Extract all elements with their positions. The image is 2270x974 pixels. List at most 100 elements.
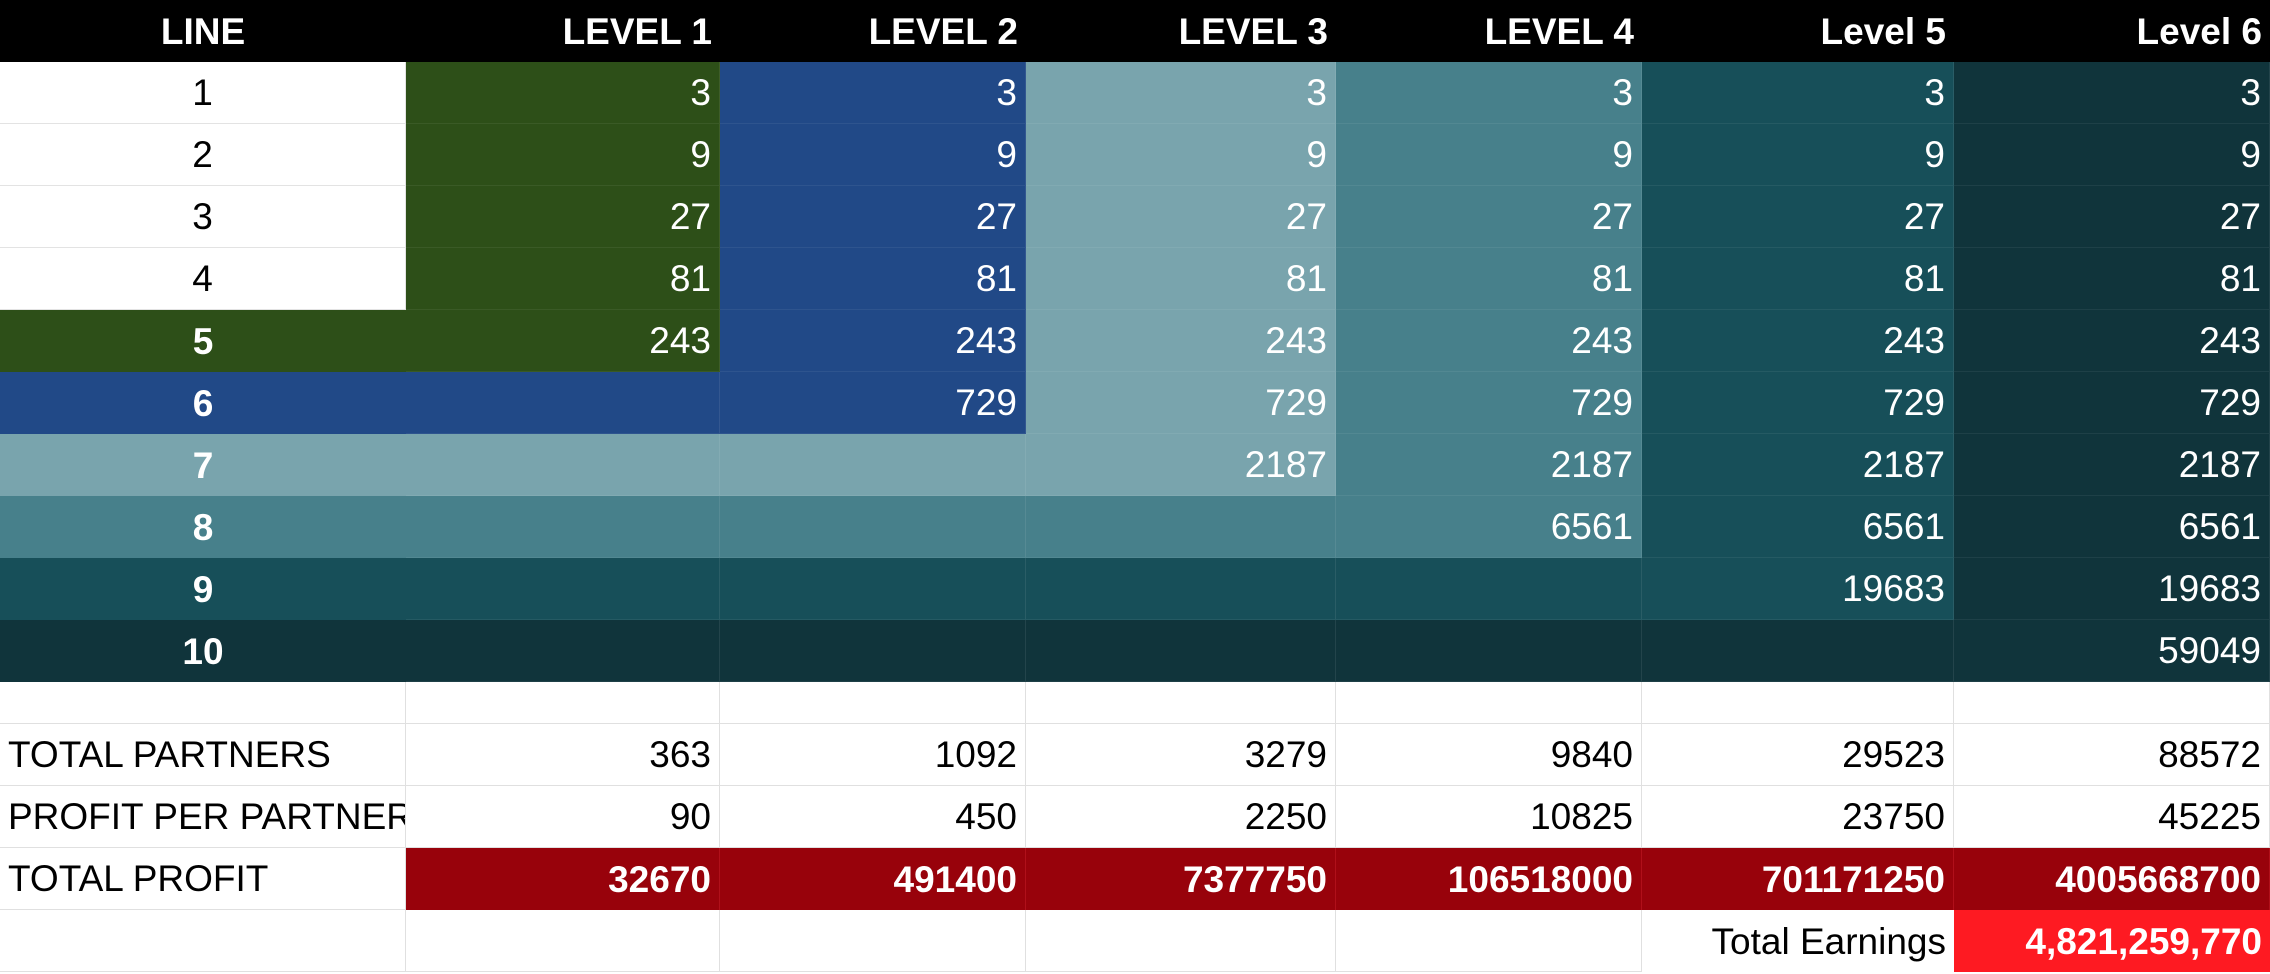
- spacer-cell: [1642, 682, 1954, 724]
- level-cell: [406, 496, 720, 558]
- level-cell: [1026, 496, 1336, 558]
- level-cell: 243: [720, 310, 1026, 372]
- header-level-1: LEVEL 1: [406, 0, 720, 62]
- header-level-3: LEVEL 3: [1026, 0, 1336, 62]
- level-cell: 27: [1026, 186, 1336, 248]
- level-cell: [720, 496, 1026, 558]
- line-label-1: 1: [0, 62, 406, 124]
- total-earnings-value: 4,821,259,770: [1954, 910, 2270, 972]
- blank-cell: [1026, 910, 1336, 972]
- level-cell: [406, 558, 720, 620]
- level-cell: 3: [720, 62, 1026, 124]
- level-cell: [1336, 620, 1642, 682]
- level-cell: 9: [1026, 124, 1336, 186]
- total-partners-value: 3279: [1026, 724, 1336, 786]
- level-cell: 6561: [1954, 496, 2270, 558]
- level-cell: 9: [1642, 124, 1954, 186]
- level-cell: 9: [720, 124, 1026, 186]
- level-cell: 2187: [1954, 434, 2270, 496]
- profit-per-partner-value: 450: [720, 786, 1026, 848]
- level-cell: 27: [406, 186, 720, 248]
- spacer-cell: [1026, 682, 1336, 724]
- total-partners-label: TOTAL PARTNERS: [0, 724, 406, 786]
- level-cell: 243: [1336, 310, 1642, 372]
- line-label-3: 3: [0, 186, 406, 248]
- line-label-9: 9: [0, 558, 406, 620]
- spacer-cell: [0, 682, 406, 724]
- total-profit-value: 701171250: [1642, 848, 1954, 910]
- level-cell: [406, 434, 720, 496]
- level-cell: 9: [1336, 124, 1642, 186]
- spacer-cell: [720, 682, 1026, 724]
- level-cell: [720, 558, 1026, 620]
- level-cell: 27: [1336, 186, 1642, 248]
- blank-cell: [720, 910, 1026, 972]
- level-cell: 9: [406, 124, 720, 186]
- profit-per-partner-value: 23750: [1642, 786, 1954, 848]
- level-cell: 6561: [1642, 496, 1954, 558]
- profit-per-partner-label: PROFIT PER PARTNER: [0, 786, 406, 848]
- level-cell: 19683: [1642, 558, 1954, 620]
- level-cell: [1336, 558, 1642, 620]
- header-level-2: LEVEL 2: [720, 0, 1026, 62]
- level-cell: [406, 372, 720, 434]
- level-cell: [1026, 558, 1336, 620]
- header-level-6: Level 6: [1954, 0, 2270, 62]
- blank-cell: [0, 910, 406, 972]
- level-cell: 9: [1954, 124, 2270, 186]
- level-cell: 2187: [1336, 434, 1642, 496]
- level-cell: 3: [1642, 62, 1954, 124]
- level-cell: 243: [1026, 310, 1336, 372]
- profit-per-partner-value: 2250: [1026, 786, 1336, 848]
- spacer-cell: [1336, 682, 1642, 724]
- level-cell: 81: [1336, 248, 1642, 310]
- profit-per-partner-value: 90: [406, 786, 720, 848]
- level-cell: 2187: [1026, 434, 1336, 496]
- level-cell: 6561: [1336, 496, 1642, 558]
- line-label-7: 7: [0, 434, 406, 496]
- total-profit-value: 106518000: [1336, 848, 1642, 910]
- total-profit-value: 32670: [406, 848, 720, 910]
- level-cell: 19683: [1954, 558, 2270, 620]
- level-cell: 729: [1336, 372, 1642, 434]
- level-cell: [406, 620, 720, 682]
- level-cell: 3: [1336, 62, 1642, 124]
- level-cell: [1642, 620, 1954, 682]
- total-profit-value: 4005668700: [1954, 848, 2270, 910]
- level-cell: 59049: [1954, 620, 2270, 682]
- header-line: LINE: [0, 0, 406, 62]
- spacer-cell: [1954, 682, 2270, 724]
- line-label-5: 5: [0, 310, 406, 372]
- line-label-4: 4: [0, 248, 406, 310]
- profit-per-partner-value: 10825: [1336, 786, 1642, 848]
- level-cell: 3: [1954, 62, 2270, 124]
- level-cell: 27: [1642, 186, 1954, 248]
- level-cell: 729: [1026, 372, 1336, 434]
- level-cell: 81: [406, 248, 720, 310]
- level-cell: 27: [1954, 186, 2270, 248]
- level-cell: 243: [1954, 310, 2270, 372]
- total-earnings-label: Total Earnings: [1642, 910, 1954, 972]
- level-cell: [720, 620, 1026, 682]
- header-level-5: Level 5: [1642, 0, 1954, 62]
- level-cell: 243: [406, 310, 720, 372]
- spacer-cell: [406, 682, 720, 724]
- level-cell: 3: [406, 62, 720, 124]
- level-cell: 27: [720, 186, 1026, 248]
- total-partners-value: 1092: [720, 724, 1026, 786]
- level-cell: 81: [1642, 248, 1954, 310]
- level-cell: 81: [1026, 248, 1336, 310]
- level-cell: 729: [1642, 372, 1954, 434]
- total-profit-value: 7377750: [1026, 848, 1336, 910]
- total-profit-label: TOTAL PROFIT: [0, 848, 406, 910]
- header-level-4: LEVEL 4: [1336, 0, 1642, 62]
- level-cell: 81: [720, 248, 1026, 310]
- blank-cell: [1336, 910, 1642, 972]
- line-label-10: 10: [0, 620, 406, 682]
- level-cell: 243: [1642, 310, 1954, 372]
- total-partners-value: 29523: [1642, 724, 1954, 786]
- level-cell: 729: [1954, 372, 2270, 434]
- level-cell: 2187: [1642, 434, 1954, 496]
- level-cell: 81: [1954, 248, 2270, 310]
